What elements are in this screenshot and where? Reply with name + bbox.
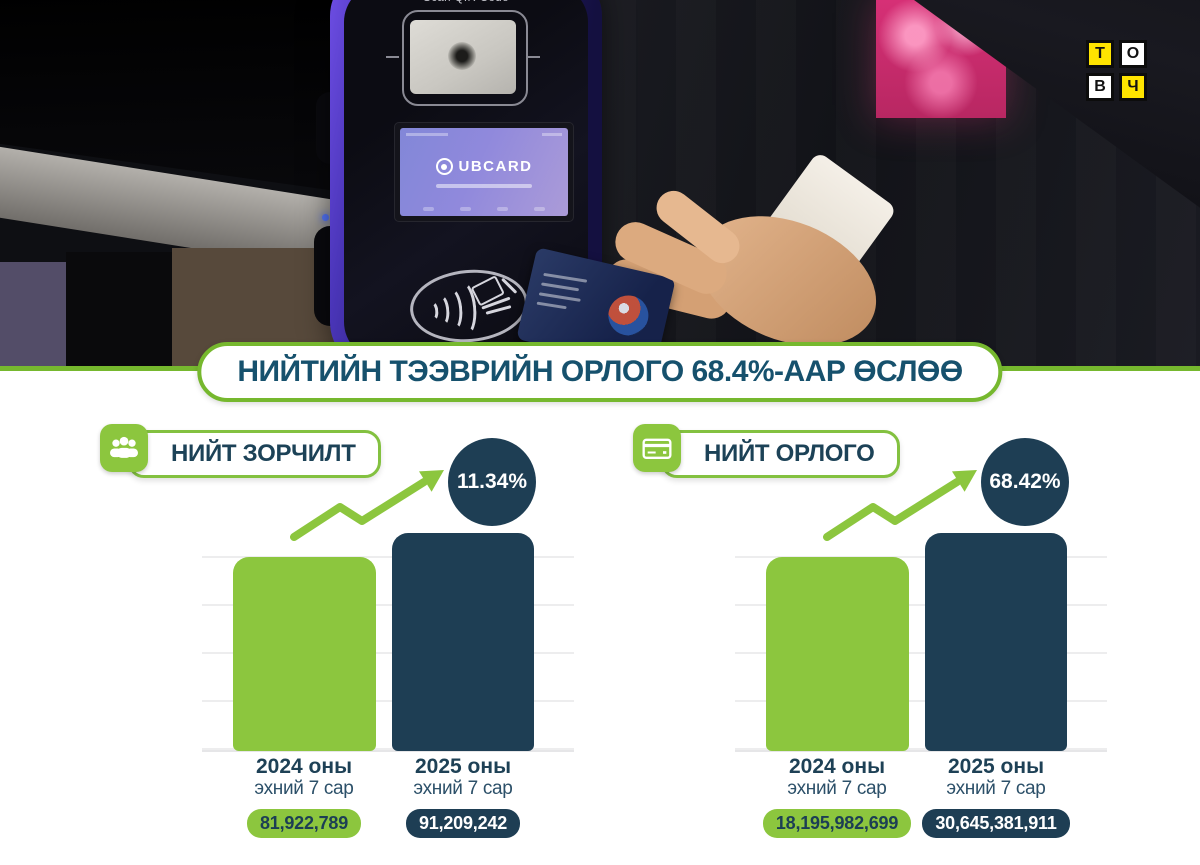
bar-year-label: 2025 оны [948, 755, 1044, 778]
terminal-blue-led [322, 214, 329, 221]
bar-year-label: 2025 оны [415, 755, 511, 778]
card-text-line [543, 272, 588, 283]
card-text-line [536, 301, 567, 310]
bar-column-2024: 2024 оны эхний 7 сар 81,922,789 [224, 755, 384, 838]
card-logo [604, 291, 653, 340]
terminal-face: Scan Q.R Code UBCARD [344, 0, 588, 360]
bar-column-2024: 2024 оны эхний 7 сар 18,195,982,699 [757, 755, 917, 838]
people-group-icon [100, 424, 148, 472]
ubcard-brand-text: UBCARD [458, 158, 533, 175]
alignment-tick [386, 56, 399, 58]
screen-subtitle-line [436, 184, 532, 188]
screen-status-icons [542, 133, 562, 136]
qr-scanner-window [410, 20, 516, 94]
terminal-screen-display: UBCARD [400, 128, 568, 216]
payment-terminal: Scan Q.R Code UBCARD [330, 0, 602, 370]
screen-dot [497, 207, 508, 211]
bar-2024 [233, 557, 376, 751]
card-text-line [541, 282, 580, 292]
value-badge: 81,922,789 [246, 808, 362, 838]
bar-2025 [925, 533, 1067, 751]
bar-period-label: эхний 7 сар [413, 778, 513, 800]
growth-badge: 68.42% [981, 438, 1069, 526]
hero-photo: Scan Q.R Code UBCARD [0, 0, 1200, 370]
screen-dot [423, 207, 434, 211]
bar-year-label: 2024 оны [256, 755, 352, 778]
scan-qr-label: Scan Q.R Code [423, 0, 509, 4]
value-badge: 91,209,242 [405, 808, 521, 838]
screen-bottom-icons [400, 207, 568, 211]
growth-arrow-icon [823, 470, 977, 541]
logo-cell: О [1119, 40, 1147, 68]
scan-qr-label-row: Scan Q.R Code [344, 0, 588, 4]
bar-2025 [392, 533, 534, 751]
bar-period-label: эхний 7 сар [946, 778, 1046, 800]
bar-period-label: эхний 7 сар [787, 778, 887, 800]
background-shadow-column [66, 252, 178, 370]
logo-cell: Ч [1119, 73, 1147, 101]
screen-dot [534, 207, 545, 211]
alignment-tick [527, 56, 540, 58]
background-purple-patch [0, 262, 70, 370]
qr-camera-lens [448, 42, 476, 70]
chart-total-trips: НИЙТ ЗОРЧИЛТ 11.34% 2024 оны эхний 7 сар… [90, 415, 590, 865]
growth-arrow-icon [290, 470, 444, 541]
value-badge: 30,645,381,911 [922, 808, 1070, 838]
ubcard-brand-row: UBCARD [400, 158, 568, 175]
contactless-tap-zone [407, 264, 531, 348]
bar-column-2025: 2025 оны эхний 7 сар 91,209,242 [383, 755, 543, 838]
bar-period-label: эхний 7 сар [254, 778, 354, 800]
chart-label: НИЙТ ЗОРЧИЛТ [128, 430, 381, 478]
growth-badge: 11.34% [448, 438, 536, 526]
bar-year-label: 2024 оны [789, 755, 885, 778]
terminal-screen: UBCARD [394, 122, 574, 222]
ubcard-logo-icon [435, 158, 453, 175]
chart-total-revenue: НИЙТ ОРЛОГО 68.42% 2024 оны эхний 7 сар … [623, 415, 1123, 865]
bar-column-2025: 2025 оны эхний 7 сар 30,645,381,911 [916, 755, 1076, 838]
logo-cell: В [1086, 73, 1114, 101]
tovch-logo: Т О В Ч [1086, 40, 1147, 101]
value-badge: 18,195,982,699 [762, 808, 912, 838]
screen-dot [460, 207, 471, 211]
logo-cell: Т [1086, 40, 1114, 68]
qr-scanner-frame [402, 10, 528, 106]
credit-card-icon [633, 424, 681, 472]
bar-2024 [766, 557, 909, 751]
page-title: НИЙТИЙН ТЭЭВРИЙН ОРЛОГО 68.4%-ААР ӨСЛӨӨ [197, 342, 1003, 402]
chart-label: НИЙТ ОРЛОГО [661, 430, 900, 478]
card-text-line [538, 292, 581, 302]
screen-statusbar [406, 133, 448, 136]
